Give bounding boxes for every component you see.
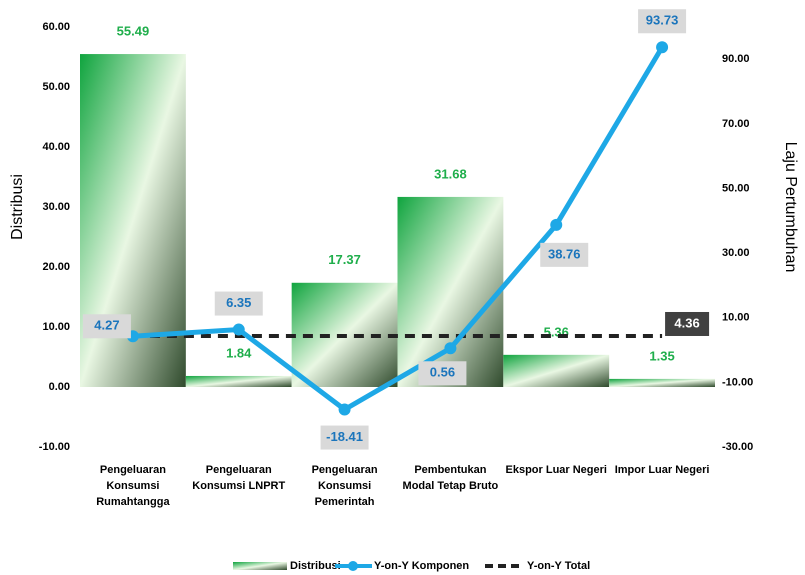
y2-tick-label: 70.00 — [722, 118, 750, 130]
x-tick-label: Pembentukan Modal Tetap Bruto — [402, 464, 499, 492]
y-axis-title: Distribusi — [9, 174, 26, 240]
bar-value-label: 1.84 — [226, 345, 252, 360]
x-tick-label: Ekspor Luar Negeri — [505, 464, 607, 476]
label-box — [82, 314, 131, 339]
legend-swatch — [233, 562, 287, 570]
bar-value-label: 17.37 — [328, 252, 361, 267]
component-point — [550, 218, 563, 231]
label-box — [214, 291, 263, 316]
bar — [609, 378, 715, 387]
y2-tick-label: 50.00 — [722, 182, 750, 194]
component-value-label: 4.27 — [94, 318, 119, 333]
bar — [397, 196, 504, 387]
y-tick-label: 60.00 — [42, 21, 70, 33]
y-tick-label: 0.00 — [49, 381, 70, 393]
component-point — [444, 342, 457, 355]
legend-swatch — [348, 561, 358, 571]
bar-value-label: 1.35 — [649, 348, 674, 363]
y-tick-label: 10.00 — [42, 321, 70, 333]
total-value-label: 4.36 — [674, 315, 699, 330]
x-tick-label: Pengeluaran Konsumsi LNPRT — [192, 464, 286, 492]
component-value-label: 6.35 — [226, 295, 251, 310]
x-tick-label: Pengeluaran Konsumsi Pemerintah — [311, 464, 378, 508]
component-point — [232, 323, 245, 336]
component-value-label: 38.76 — [548, 246, 581, 261]
y2-tick-label: -10.00 — [722, 376, 753, 388]
component-value-label: 0.56 — [430, 365, 455, 380]
y2-tick-label: 10.00 — [722, 312, 750, 324]
component-value-label: 93.73 — [646, 13, 679, 28]
y2-tick-label: -30.00 — [722, 441, 753, 453]
component-line — [132, 45, 665, 413]
legend-label: Y-on-Y Komponen — [374, 560, 469, 572]
x-tick-label: Impor Luar Negeri — [614, 464, 710, 476]
legend-label: Distribusi — [290, 560, 341, 572]
component-value-label: -18.41 — [326, 429, 363, 444]
y2-tick-label: 30.00 — [722, 247, 750, 259]
bar-value-label: 55.49 — [117, 23, 150, 38]
label-box — [638, 9, 687, 34]
y-tick-label: -10.00 — [39, 441, 70, 453]
label-box — [665, 311, 710, 336]
label-box — [320, 425, 369, 450]
bar — [503, 354, 610, 387]
label-box — [418, 361, 467, 386]
y-tick-label: 50.00 — [42, 81, 70, 93]
y2-tick-label: 90.00 — [722, 53, 750, 65]
component-point — [338, 403, 351, 416]
y-tick-label: 40.00 — [42, 141, 70, 153]
y-tick-label: 30.00 — [42, 201, 70, 213]
label-box — [540, 242, 589, 267]
y-tick-label: 20.00 — [42, 261, 70, 273]
bar — [185, 375, 292, 387]
legend-label: Y-on-Y Total — [527, 560, 590, 572]
y2-axis-title: Laju Pertumbuhan — [782, 142, 799, 273]
bar-value-label: 31.68 — [434, 166, 467, 181]
component-point — [656, 41, 669, 54]
x-tick-label: Pengeluaran Konsumsi Rumahtangga — [96, 464, 170, 508]
